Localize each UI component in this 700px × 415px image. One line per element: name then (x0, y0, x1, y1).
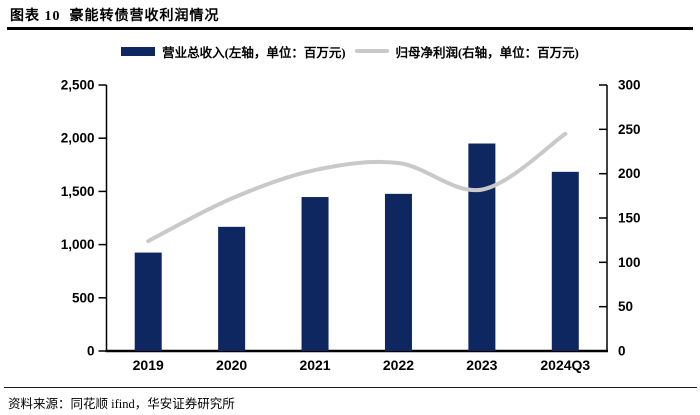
y-right-tick-label: 300 (618, 78, 641, 93)
footer-divider (4, 387, 697, 388)
legend-item-revenue: 营业总收入(左轴，单位：百万元) (121, 42, 346, 61)
bar-2019 (134, 252, 162, 351)
legend-label-netprofit: 归母净利润(右轴，单位：百万元) (395, 45, 579, 60)
legend-item-netprofit: 归母净利润(右轴，单位：百万元) (354, 42, 579, 61)
x-tick-label-2020: 2020 (216, 357, 247, 373)
line-series-swatch-icon (354, 49, 389, 53)
bar-2020 (218, 226, 246, 351)
y-right-tick-label: 250 (618, 122, 641, 137)
y-right-tick-label: 100 (618, 255, 641, 270)
bar-line-chart: 0 500 1,000 1,500 2,000 2,500 0 50 100 150 200 250 3… (61, 78, 641, 374)
x-tick-label-2019: 2019 (133, 357, 164, 373)
y-right-tick-label: 0 (618, 344, 626, 359)
x-tick-label-2024Q3: 2024Q3 (540, 357, 590, 373)
y-left-tick-label: 500 (72, 290, 95, 305)
chart-legend: 营业总收入(左轴，单位：百万元) 归母净利润(右轴，单位：百万元) (0, 41, 700, 61)
source-text: 资料来源：同花顺 ifind，华安证券研究所 (8, 397, 235, 411)
y-right-tick-label: 50 (618, 299, 633, 314)
figure-title: 图表 10 豪能转债营收利润情况 (10, 9, 220, 24)
y-left-tick-label: 2,500 (61, 78, 95, 93)
bar-2023 (468, 143, 496, 351)
bar-2021 (301, 197, 329, 351)
y-left-tick-label: 1,500 (61, 184, 95, 199)
x-tick-label-2021: 2021 (299, 357, 330, 373)
bar-2024Q3 (551, 171, 579, 351)
legend-label-revenue: 营业总收入(左轴，单位：百万元) (162, 45, 346, 60)
bar-series-swatch-icon (121, 46, 156, 56)
title-divider (7, 27, 693, 30)
bar-2022 (384, 193, 412, 351)
y-left-tick-label: 1,000 (61, 237, 95, 252)
x-tick-label-2023: 2023 (466, 357, 497, 373)
y-left-tick-label: 0 (87, 344, 95, 359)
y-right-tick-label: 150 (618, 211, 641, 226)
y-left-tick-label: 2,000 (61, 131, 95, 146)
x-tick-label-2022: 2022 (383, 357, 414, 373)
netprofit-line (146, 131, 568, 244)
y-right-tick-label: 200 (618, 166, 641, 181)
